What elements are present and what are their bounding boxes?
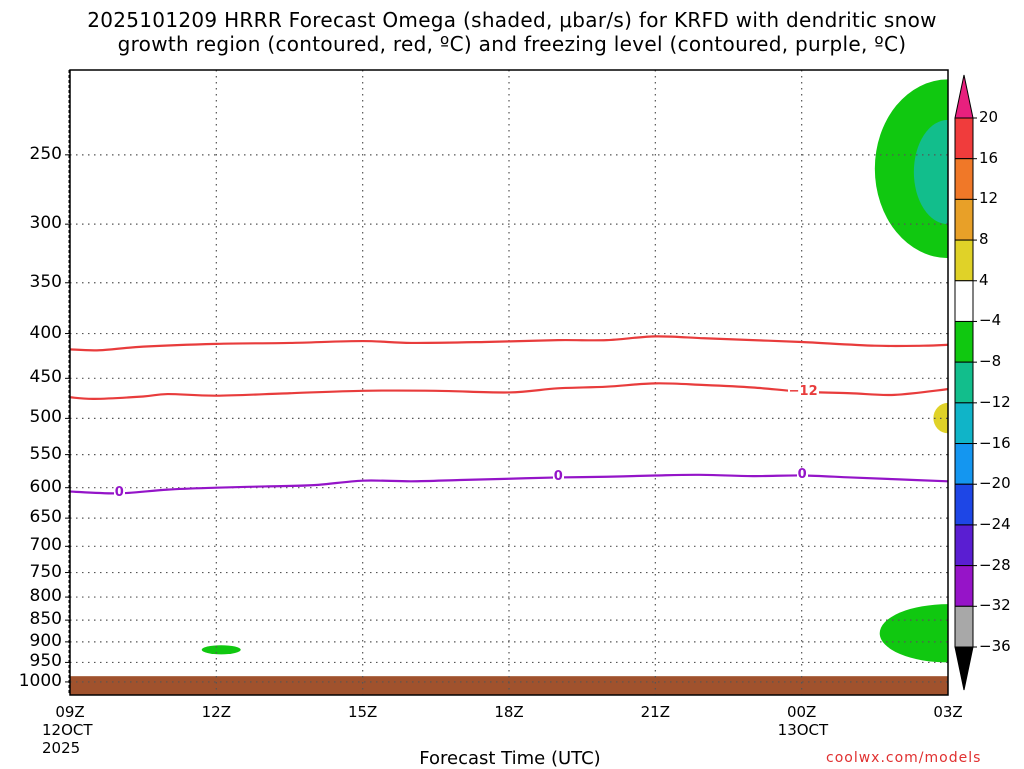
y-tick-label-500: 500 bbox=[29, 407, 62, 428]
colorbar-swatch-11 bbox=[954, 565, 974, 607]
x-tick-date-00Z-1: 13OCT bbox=[777, 721, 829, 739]
colorbar-label-7: −12 bbox=[979, 392, 1011, 411]
contour-label: 0 bbox=[113, 485, 125, 501]
colorbar-swatch-12 bbox=[954, 605, 974, 648]
contour-lines bbox=[69, 335, 949, 495]
colorbar-label-12: −32 bbox=[979, 596, 1011, 615]
chart-title-line-1: 2025101209 HRRR Forecast Omega (shaded, … bbox=[87, 8, 937, 32]
credit-text: coolwx.com/models bbox=[826, 750, 982, 766]
colorbar-bottom-arrow bbox=[954, 646, 974, 691]
contour-label: −12 bbox=[787, 383, 819, 399]
terrain-fill bbox=[70, 676, 948, 695]
colorbar-label-6: −8 bbox=[979, 352, 1002, 371]
colorbar-label-3: 8 bbox=[979, 230, 989, 249]
y-tick-label-850: 850 bbox=[29, 609, 62, 630]
chart-title-line-2: growth region (contoured, red, ºC) and f… bbox=[117, 32, 907, 56]
y-tick-label-900: 900 bbox=[29, 630, 62, 651]
colorbar-swatch-1 bbox=[954, 158, 974, 200]
x-tick-label-18Z: 18Z bbox=[494, 703, 524, 721]
y-tick-label-800: 800 bbox=[29, 586, 62, 607]
colorbar-label-11: −28 bbox=[979, 555, 1011, 574]
colorbar-label-4: 4 bbox=[979, 270, 989, 289]
contour-line-0 bbox=[69, 335, 949, 352]
y-tick-label-250: 250 bbox=[29, 143, 62, 164]
colorbar-label-1: 16 bbox=[979, 148, 999, 167]
y-tick-label-400: 400 bbox=[29, 322, 62, 343]
colorbar-swatch-6 bbox=[954, 361, 974, 404]
colorbar-swatch-9 bbox=[954, 483, 974, 526]
x-tick-label-12Z: 12Z bbox=[201, 703, 232, 721]
x-tick-label-00Z: 00Z bbox=[786, 703, 817, 721]
x-tick-label-09Z: 09Z bbox=[55, 703, 85, 721]
colorbar-label-8: −16 bbox=[979, 433, 1011, 452]
colorbar-label-5: −4 bbox=[979, 311, 1002, 330]
x-tick-date-09Z-1: 12OCT bbox=[42, 721, 93, 739]
y-tick-label-450: 450 bbox=[29, 367, 62, 388]
colorbar-swatch-5 bbox=[954, 320, 974, 363]
colorbar bbox=[954, 74, 977, 691]
x-tick-label-21Z: 21Z bbox=[640, 703, 671, 721]
x-tick-date-09Z-2: 2025 bbox=[42, 739, 81, 757]
colorbar-label-9: −20 bbox=[979, 474, 1011, 493]
colorbar-label-0: 20 bbox=[979, 108, 999, 126]
contour-label: 0 bbox=[552, 469, 564, 485]
colorbar-swatch-4 bbox=[954, 280, 974, 322]
x-axis-label: Forecast Time (UTC) bbox=[419, 748, 601, 769]
colorbar-swatch-7 bbox=[954, 402, 974, 445]
y-tick-label-600: 600 bbox=[29, 476, 62, 497]
colorbar-swatch-8 bbox=[954, 443, 974, 485]
plot-frame bbox=[65, 69, 949, 696]
omega-region-negative-near-12z bbox=[201, 645, 241, 655]
colorbar-swatch-0 bbox=[954, 117, 974, 160]
colorbar-label-10: −24 bbox=[979, 514, 1011, 533]
colorbar-label-2: 12 bbox=[979, 189, 999, 208]
colorbar-swatch-3 bbox=[954, 239, 974, 282]
terrain-layer bbox=[70, 676, 948, 695]
plot-border bbox=[69, 69, 949, 696]
colorbar-label-13: −36 bbox=[979, 637, 1011, 655]
y-tick-label-1000: 1000 bbox=[18, 670, 62, 691]
contour-label: 0 bbox=[796, 467, 808, 483]
omega-shaded-regions bbox=[201, 79, 948, 663]
colorbar-top-arrow bbox=[954, 74, 974, 119]
y-tick-label-300: 300 bbox=[29, 213, 62, 234]
grid-lines bbox=[70, 70, 948, 695]
y-tick-label-750: 750 bbox=[29, 561, 62, 582]
colorbar-swatch-10 bbox=[954, 524, 974, 567]
y-tick-label-650: 650 bbox=[29, 507, 62, 528]
y-tick-label-350: 350 bbox=[29, 271, 62, 292]
y-tick-label-700: 700 bbox=[29, 535, 62, 556]
colorbar-swatch-2 bbox=[954, 198, 974, 241]
omega-region-negative-upper-right-core bbox=[913, 119, 948, 225]
omega-region-negative-lower-right bbox=[879, 604, 948, 663]
y-tick-label-950: 950 bbox=[29, 651, 62, 672]
x-tick-label-15Z: 15Z bbox=[347, 703, 378, 721]
y-tick-label-550: 550 bbox=[29, 443, 62, 464]
x-tick-label-03Z: 03Z bbox=[933, 703, 963, 721]
